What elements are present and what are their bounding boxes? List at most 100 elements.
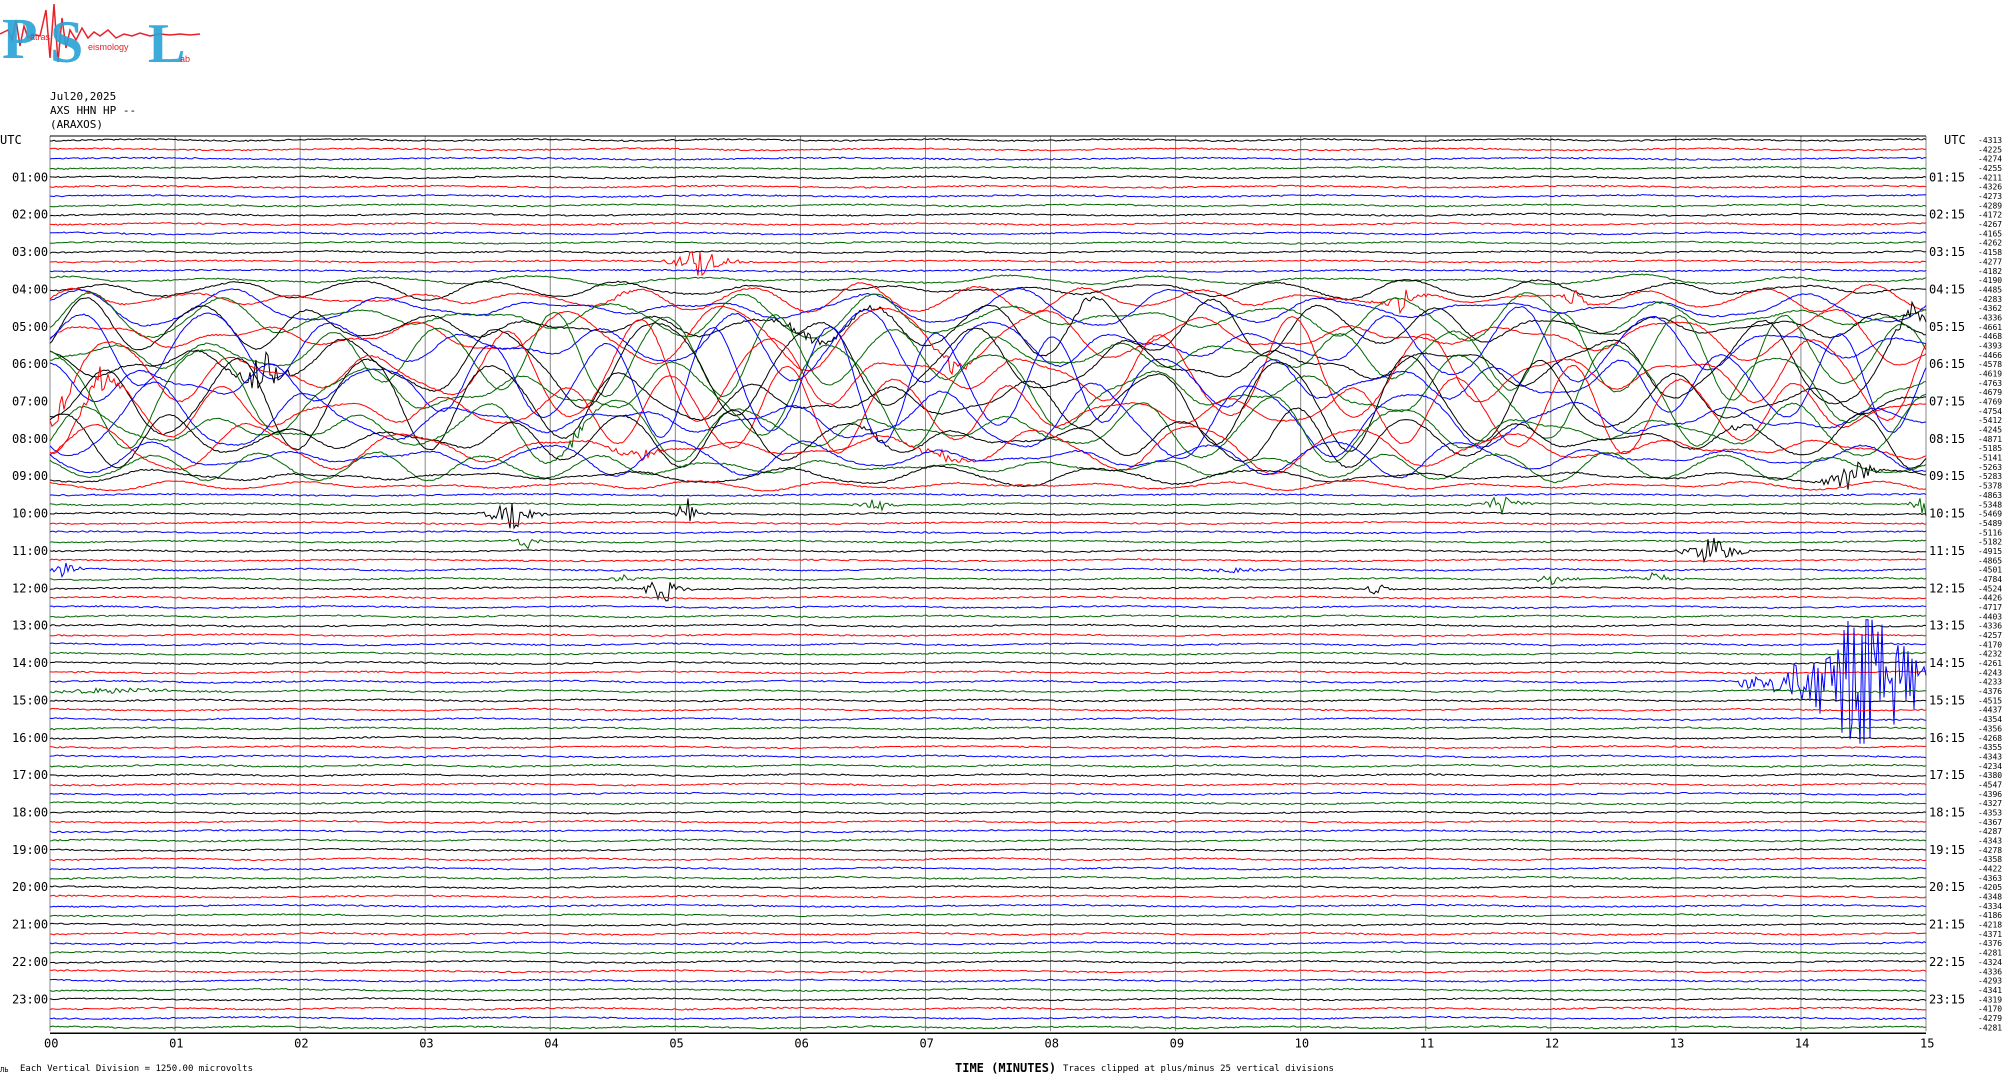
seismic-traces — [49, 138, 1927, 1030]
trace-offset-label: -4367 — [1978, 818, 2002, 827]
trace-offset-label: -4281 — [1978, 949, 2002, 958]
trace-line — [49, 212, 1927, 217]
trace-line — [49, 461, 1927, 490]
right-hour-label: 13:15 — [1929, 619, 1965, 633]
trace-line — [49, 773, 1926, 778]
trace-line — [49, 381, 1927, 459]
trace-offset-label: -4468 — [1978, 332, 2002, 341]
trace-offset-label: -4278 — [1978, 846, 2002, 855]
trace-offset-label: -4211 — [1978, 173, 2002, 182]
trace-line — [49, 745, 1927, 750]
trace-offset-label: -4334 — [1978, 902, 2002, 911]
trace-offset-label: -4376 — [1978, 687, 2002, 696]
trace-offset-label: -4362 — [1978, 304, 2002, 313]
x-tick-label: 14 — [1795, 1036, 1809, 1050]
trace-line — [49, 670, 1927, 675]
trace-line — [49, 801, 1927, 806]
trace-line — [49, 969, 1927, 974]
trace-line — [49, 479, 1927, 492]
trace-offset-label: -4158 — [1978, 248, 2002, 257]
trace-offset-label: -4865 — [1978, 556, 2002, 565]
left-hour-label: 01:00 — [12, 170, 48, 184]
trace-line — [49, 717, 1927, 722]
trace-offset-label: -5116 — [1978, 528, 2002, 537]
trace-offset-label: -4358 — [1978, 855, 2002, 864]
trace-line — [49, 407, 1927, 469]
trace-offset-label: -5141 — [1978, 454, 2002, 463]
trace-offset-label: -4376 — [1978, 939, 2002, 948]
x-tick-label: 02 — [294, 1036, 308, 1050]
trace-line — [49, 520, 1927, 525]
trace-line — [50, 311, 1927, 401]
right-hour-label: 15:15 — [1929, 693, 1965, 707]
trace-line — [49, 698, 1927, 703]
left-hour-label: 16:00 — [12, 731, 48, 745]
right-hour-label: 20:15 — [1929, 880, 1965, 894]
trace-offset-label: -4403 — [1978, 612, 2002, 621]
trace-line — [49, 538, 1927, 550]
trace-offset-label: -4353 — [1978, 808, 2002, 817]
corner-mark: ЛЬ — [0, 1066, 9, 1074]
trace-offset-label: -4422 — [1978, 865, 2002, 874]
trace-line — [49, 581, 1926, 602]
x-tick-label: 07 — [919, 1036, 933, 1050]
right-hour-label: 22:15 — [1929, 955, 1965, 969]
x-tick-label: 05 — [669, 1036, 683, 1050]
x-tick-label: 08 — [1045, 1036, 1059, 1050]
right-hour-label: 21:15 — [1929, 918, 1965, 932]
trace-line — [49, 571, 1927, 586]
right-hour-label: 18:15 — [1929, 805, 1965, 819]
trace-line — [49, 440, 1927, 479]
right-hour-label: 09:15 — [1929, 469, 1965, 483]
trace-offset-label: -4190 — [1978, 276, 2002, 285]
trace-line — [49, 857, 1927, 862]
trace-line — [49, 537, 1927, 564]
trace-offset-label: -4172 — [1978, 211, 2002, 220]
trace-line — [49, 885, 1927, 890]
record-date: Jul20,2025 — [50, 90, 117, 103]
trace-line — [49, 614, 1927, 619]
trace-line — [49, 249, 1927, 255]
trace-line — [49, 987, 1927, 992]
trace-offset-label: -4205 — [1978, 883, 2002, 892]
trace-line — [49, 282, 1927, 315]
left-hour-label: 09:00 — [12, 469, 48, 483]
trace-line — [50, 903, 1927, 908]
right-hour-label: 10:15 — [1929, 507, 1965, 521]
right-utc-label: UTC — [1944, 133, 1966, 147]
left-hour-label: 12:00 — [12, 581, 48, 595]
trace-offset-label: -4661 — [1978, 323, 2002, 332]
trace-offset-label: -4363 — [1978, 874, 2002, 883]
trace-offset-label: -4283 — [1978, 295, 2002, 304]
trace-line — [49, 619, 1927, 744]
left-hour-label: 13:00 — [12, 619, 48, 633]
trace-offset-label: -4165 — [1978, 229, 2002, 238]
right-hour-label: 19:15 — [1929, 843, 1965, 857]
trace-line — [49, 355, 1927, 452]
trace-offset-label: -4547 — [1978, 780, 2002, 789]
trace-line — [49, 498, 1927, 530]
trace-offset-label: -4871 — [1978, 435, 2002, 444]
trace-line — [49, 315, 1927, 428]
trace-line — [49, 633, 1927, 638]
trace-offset-label: -4343 — [1978, 752, 2002, 761]
trace-line — [49, 922, 1927, 927]
trace-offset-label: -4313 — [1978, 136, 2002, 145]
trace-line — [49, 913, 1927, 918]
right-hour-label: 01:15 — [1929, 170, 1965, 184]
left-utc-label: UTC — [0, 133, 22, 147]
station-location: (ARAXOS) — [50, 118, 103, 131]
logo-letter-s: S — [50, 9, 83, 70]
trace-offset-label: -4324 — [1978, 958, 2002, 967]
right-hour-label: 17:15 — [1929, 768, 1965, 782]
trace-line — [50, 978, 1927, 983]
trace-line — [49, 175, 1927, 180]
trace-offset-label: -4218 — [1978, 921, 2002, 930]
trace-line — [49, 707, 1927, 712]
trace-offset-label: -5469 — [1978, 510, 2002, 519]
trace-offset-label: -4679 — [1978, 388, 2002, 397]
trace-offset-label: -4279 — [1978, 1014, 2002, 1023]
x-tick-label: 09 — [1170, 1036, 1184, 1050]
right-hour-label: 02:15 — [1929, 208, 1965, 222]
x-tick-label: 01 — [169, 1036, 183, 1050]
